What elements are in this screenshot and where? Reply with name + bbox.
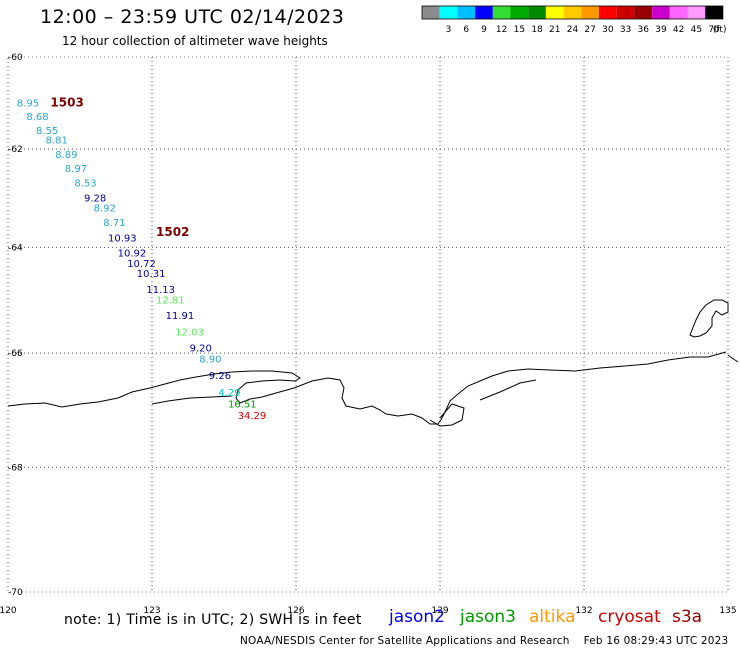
legend-swatch: [475, 6, 493, 19]
legend-swatch: [439, 6, 458, 19]
footer-note: note: 1) Time is in UTC; 2) SWH is in fe…: [64, 612, 362, 628]
wave-height-label: 9.26: [209, 371, 231, 382]
legend-label: 9: [481, 25, 487, 35]
legend-label: 70: [708, 25, 720, 35]
satellite-name-s3a: s3a: [672, 607, 703, 627]
legend-label: 12: [496, 25, 507, 35]
credit-timestamp: Feb 16 08:29:43 UTC 2023: [583, 635, 729, 647]
legend-swatch: [422, 6, 440, 19]
wave-height-label: 10.31: [137, 269, 166, 280]
legend-label: 42: [673, 25, 684, 35]
legend-swatch: [528, 6, 546, 19]
legend-label: 6: [463, 25, 469, 35]
lat-tick-label: -68: [8, 463, 23, 473]
wave-height-label: 8.92: [94, 203, 116, 214]
wave-height-label: 4.29: [218, 388, 240, 399]
map-subtitle: 12 hour collection of altimeter wave hei…: [62, 34, 328, 48]
legend-swatch: [705, 6, 723, 19]
wave-height-label: 11.91: [166, 311, 195, 322]
legend-swatch: [492, 6, 511, 19]
wave-height-label: 8.95: [17, 98, 39, 109]
wave-height-label: 10.93: [108, 233, 137, 244]
legend-swatch: [634, 6, 653, 19]
legend-swatch: [581, 6, 599, 19]
legend-label: 33: [620, 25, 631, 35]
legend-swatch: [616, 6, 635, 19]
legend-label: 24: [567, 25, 579, 35]
wave-height-label: 16.51: [228, 399, 257, 410]
legend-label: 36: [638, 25, 650, 35]
wave-height-label: 9.28: [84, 193, 106, 204]
legend-swatch: [510, 6, 529, 19]
wave-height-label: 8.81: [46, 136, 68, 147]
legend-label: 27: [584, 25, 595, 35]
legend-swatch: [599, 6, 617, 19]
color-scale-legend: 3 6 9 12 15 18 21 24 27 30 33 36 39 42 45 70(ft): [421, 5, 727, 35]
wave-height-label: 10.92: [118, 249, 147, 260]
wave-height-label: 8.68: [26, 112, 48, 123]
legend-swatch: [687, 6, 706, 19]
wave-height-label: 34.29: [238, 411, 267, 422]
legend-label: 30: [602, 25, 614, 35]
legend-unit: (ft): [713, 25, 727, 35]
lat-tick-label: -62: [8, 145, 23, 155]
lat-tick-label: -66: [8, 349, 23, 359]
map-title: 12:00 – 23:59 UTC 02/14/2023: [40, 6, 345, 28]
coastline-island: [689, 299, 729, 338]
legend-label: 3: [446, 25, 452, 35]
coastline-east: [727, 354, 739, 363]
coastline-detail: [151, 379, 537, 427]
satellite-name-altika: altika: [529, 607, 576, 627]
wave-height-label: 8.55: [36, 126, 58, 137]
legend-swatch: [457, 6, 476, 19]
legend-label: 18: [531, 25, 543, 35]
lon-tick-label: 126: [287, 606, 304, 616]
legend-swatch: [669, 6, 688, 19]
legend-swatch: [652, 6, 670, 19]
wave-height-label: 12.03: [175, 327, 204, 338]
legend-label: 45: [691, 25, 702, 35]
lon-tick-label: 135: [719, 606, 736, 616]
wave-height-label: 8.71: [103, 218, 125, 229]
legend-label: 15: [514, 25, 525, 35]
lon-tick-label: 129: [431, 606, 448, 616]
legend-label: 39: [655, 25, 667, 35]
wave-height-label: 8.90: [199, 355, 221, 366]
time-label: 1503: [50, 95, 83, 109]
satellite-name-cryosat: cryosat: [598, 607, 661, 627]
credit-line: NOAA/NESDIS Center for Satellite Applica…: [240, 635, 728, 647]
lon-tick-label: 123: [143, 606, 160, 616]
wave-height-label: 8.97: [65, 164, 87, 175]
legend-swatch: [545, 6, 564, 19]
lon-tick-label: 120: [0, 606, 17, 616]
time-label: 1502: [156, 225, 189, 239]
wave-height-label: 10.72: [127, 259, 156, 270]
wave-height-label: 9.20: [190, 344, 212, 355]
lat-tick-label: -70: [8, 588, 23, 598]
legend-swatch: [563, 6, 582, 19]
credit-text: NOAA/NESDIS Center for Satellite Applica…: [240, 635, 570, 647]
legend-label: 21: [549, 25, 560, 35]
lat-tick-label: -64: [8, 243, 23, 253]
satellite-name-jason3: jason3: [460, 607, 516, 627]
satellite-name-jason2: jason2: [389, 607, 445, 627]
wave-height-label: 8.53: [74, 179, 96, 190]
lat-tick-label: -60: [8, 53, 23, 63]
lon-tick-label: 132: [575, 606, 592, 616]
coastline: [7, 351, 727, 425]
wave-height-label: 8.89: [55, 150, 77, 161]
wave-height-label: 11.13: [146, 285, 175, 296]
wave-height-label: 12.81: [156, 295, 185, 306]
